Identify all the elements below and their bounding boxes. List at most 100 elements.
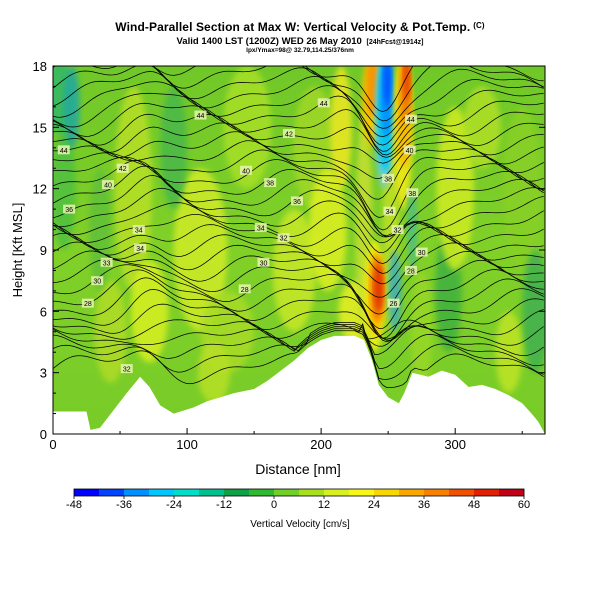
field-patch — [436, 107, 474, 271]
contour-label: 30 — [415, 247, 428, 257]
contour-label-text: 42 — [285, 131, 293, 138]
terrain — [53, 335, 545, 434]
contour-label: 40 — [240, 165, 253, 175]
y-tick-label: 3 — [40, 366, 47, 381]
contour-label: 34 — [383, 206, 396, 216]
colorbar-swatch — [349, 489, 375, 496]
theta-contour — [53, 140, 544, 200]
y-tick-label: 12 — [33, 182, 47, 197]
colorbar-tick-label: 12 — [318, 499, 330, 511]
contour-label: 28 — [238, 284, 251, 294]
contour-label-text: 38 — [384, 176, 392, 183]
colorbar-swatch — [174, 489, 200, 496]
y-tick-label: 9 — [40, 243, 47, 258]
theta-contour — [53, 328, 544, 380]
theta-contour — [53, 92, 544, 152]
x-tick-label: 300 — [444, 437, 466, 452]
colorbar-swatch — [474, 489, 500, 496]
contour-label: 34 — [134, 243, 147, 253]
colorbar-tick-label: -36 — [116, 499, 132, 511]
field-patch — [309, 168, 347, 291]
contour-label-text: 44 — [197, 113, 205, 120]
contour-label: 34 — [132, 225, 145, 235]
contour-label: 32 — [277, 233, 290, 243]
colorbar: -48 -36 -24 -12 0 12 24 36 48 60 — [66, 488, 530, 511]
colorbar-swatch — [74, 489, 100, 496]
colorbar-tick-label: -48 — [66, 499, 82, 511]
contour-label-text: 28 — [241, 287, 249, 294]
copyright-mark: (C) — [473, 21, 485, 30]
field-patch — [114, 86, 153, 291]
contour-label: 40 — [101, 180, 114, 190]
contour-label: 38 — [406, 188, 419, 198]
theta-contour — [53, 66, 544, 129]
contour-label-text: 26 — [390, 301, 398, 308]
y-axis-label: Height [Kft MSL] — [10, 203, 25, 298]
colorbar-swatch — [374, 489, 400, 496]
colorbar-label: Vertical Velocity [cm/s] — [250, 519, 350, 530]
contour-label-text: 44 — [407, 117, 415, 124]
theta-contour — [53, 250, 544, 315]
colorbar-tick-label: -12 — [216, 499, 232, 511]
theta-contour — [53, 131, 544, 179]
colorbar-swatch — [499, 489, 525, 496]
contour-label-text: 30 — [260, 260, 268, 267]
contour-label: 38 — [264, 178, 277, 188]
contour-label-text: 34 — [386, 209, 394, 216]
theta-contour — [53, 264, 544, 339]
colorbar-swatch — [224, 489, 250, 496]
contour-label: 44 — [317, 98, 330, 108]
contour-label-text: 32 — [123, 367, 131, 374]
field-patch — [63, 66, 80, 148]
x-tick-label: 100 — [176, 437, 198, 452]
theta-contour — [53, 303, 544, 347]
contour-label: 36 — [63, 204, 76, 214]
colorbar-swatch — [324, 489, 350, 496]
location-info: lpx/Ymax=98@ 32.79,114.25/376nm — [246, 47, 354, 54]
contour-label-text: 38 — [266, 181, 274, 188]
contour-label-text: 34 — [136, 246, 144, 253]
theta-contour — [53, 71, 544, 138]
theta-contour — [53, 289, 544, 340]
updraft-core — [383, 66, 392, 107]
colorbar-swatch — [199, 489, 225, 496]
colorbar-tick-label: 24 — [368, 499, 380, 511]
theta-contour — [53, 224, 544, 274]
contour-label-text: 28 — [84, 301, 92, 308]
field-patch — [522, 250, 545, 373]
plot-area: 44 44 44 44 42 42 40 40 40 38 38 38 36 36 34 34 34 32 32 34… — [53, 66, 545, 434]
contour-label: 44 — [404, 114, 417, 124]
contour-label: 30 — [91, 276, 104, 286]
theta-contour — [53, 319, 544, 348]
theta-contour — [53, 330, 544, 388]
y-tick-label: 18 — [33, 59, 47, 74]
theta-contour — [53, 258, 544, 329]
contour-label-text: 36 — [65, 207, 73, 214]
colorbar-swatch — [124, 489, 150, 496]
theta-contour — [53, 149, 544, 218]
colorbar-tick-label: 60 — [518, 499, 530, 511]
field-patch — [53, 127, 76, 250]
theta-contour — [53, 102, 544, 156]
contour-label: 44 — [194, 110, 207, 120]
colorbar-swatch — [424, 489, 450, 496]
field-patch — [197, 342, 230, 404]
theta-contour — [53, 277, 544, 341]
contour-label: 28 — [81, 298, 94, 308]
x-tick-label: 200 — [310, 437, 332, 452]
colorbar-swatch — [99, 489, 125, 496]
chart-title: Wind-Parallel Section at Max W: Vertical… — [115, 20, 485, 34]
field-patch — [503, 107, 541, 271]
colorbar-swatch — [299, 489, 325, 496]
contour-label: 32 — [391, 225, 404, 235]
contour-label-text: 34 — [257, 226, 265, 233]
contour-label: 26 — [387, 298, 400, 308]
theta-contour — [53, 269, 544, 343]
contour-label: 32 — [120, 364, 133, 374]
field-patch — [94, 280, 127, 383]
field-patch — [160, 86, 188, 209]
colorbar-swatch — [399, 489, 425, 496]
contour-label-text: 40 — [242, 168, 250, 175]
